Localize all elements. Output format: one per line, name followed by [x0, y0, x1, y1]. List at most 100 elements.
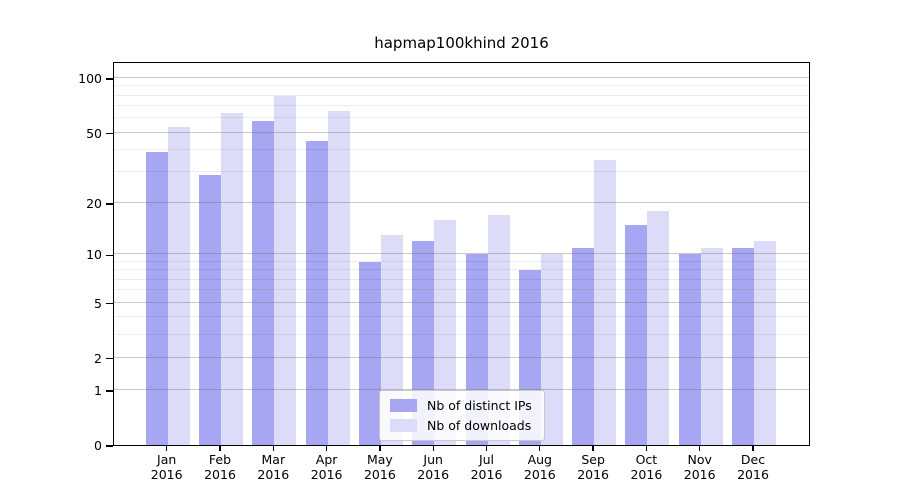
minor-gridline: [114, 269, 809, 271]
x-tick-label: Jun 2016: [403, 452, 463, 482]
y-tick-label: 2: [94, 350, 102, 366]
x-tick-label-year: 2016: [417, 467, 450, 482]
x-tick-label: Mar 2016: [243, 452, 303, 482]
x-tick-mark: [539, 446, 541, 451]
minor-gridline: [114, 94, 809, 96]
x-tick-mark: [166, 446, 168, 451]
bar-distinct-ips-may: [358, 262, 381, 445]
x-tick-label-year: 2016: [683, 467, 716, 482]
y-tick-label: 1: [94, 382, 102, 398]
x-tick-label: Jan 2016: [137, 452, 197, 482]
minor-gridline: [114, 105, 809, 107]
y-tick-label: 0: [94, 438, 102, 453]
bar-distinct-ips-oct: [625, 224, 648, 445]
legend-label: Nb of distinct IPs: [427, 398, 532, 413]
x-tick-label-year: 2016: [630, 467, 663, 482]
x-tick-label-year: 2016: [150, 467, 183, 482]
x-tick-label: Aug 2016: [510, 452, 570, 482]
major-gridline: [114, 202, 809, 203]
x-tick-label-month: Apr: [315, 452, 338, 467]
y-tick-mark: [106, 358, 113, 360]
x-tick-label-month: Jan: [157, 452, 177, 467]
x-tick-mark: [485, 446, 488, 451]
x-tick-label: Dec 2016: [723, 452, 783, 482]
y-tick-mark: [106, 78, 113, 80]
y-tick-mark: [106, 132, 113, 135]
bar-distinct-ips-feb: [199, 174, 221, 445]
y-tick-mark: [106, 302, 113, 305]
x-tick-label-year: 2016: [204, 467, 236, 482]
x-tick-label-month: May: [366, 452, 393, 467]
minor-gridline: [114, 171, 809, 172]
minor-gridline: [114, 261, 809, 262]
major-gridline: [114, 131, 809, 133]
bar-distinct-ips-dec: [732, 247, 754, 445]
x-tick-mark: [432, 446, 434, 451]
x-tick-label-year: 2016: [257, 467, 290, 482]
minor-gridline: [114, 117, 809, 119]
bar-distinct-ips-apr: [305, 140, 328, 445]
bar-downloads-apr: [327, 110, 350, 445]
y-tick-mark: [106, 390, 113, 392]
x-tick-label-year: 2016: [577, 467, 609, 482]
chart-title: hapmap100khind 2016: [374, 34, 549, 52]
x-tick-label: Sep 2016: [563, 452, 623, 482]
bar-distinct-ips-nov: [678, 254, 701, 445]
y-tick-label: 100: [78, 71, 102, 87]
plot-area: Nb of distinct IPs Nb of downloads: [113, 62, 810, 446]
bar-downloads-nov: [700, 247, 723, 445]
bar-downloads-jun: [434, 219, 457, 445]
minor-gridline: [114, 333, 809, 335]
bar-downloads-oct: [647, 210, 670, 445]
x-tick-label-year: 2016: [470, 467, 503, 482]
x-tick-label-month: Sep: [581, 452, 605, 467]
legend: Nb of distinct IPs Nb of downloads: [379, 390, 545, 441]
bar-distinct-ips-sep: [572, 247, 595, 445]
x-tick-mark: [752, 446, 754, 451]
y-tick-label: 20: [86, 196, 102, 211]
bar-downloads-feb: [221, 113, 243, 445]
x-tick-label-month: Nov: [687, 452, 712, 467]
bar-distinct-ips-mar: [252, 120, 275, 445]
minor-gridline: [114, 278, 809, 280]
minor-gridline: [114, 85, 809, 87]
legend-swatch-distinct-ips: [390, 399, 417, 412]
x-tick-label: Feb 2016: [190, 452, 250, 482]
x-tick-label-year: 2016: [523, 467, 556, 482]
major-gridline: [114, 388, 809, 390]
bar-downloads-sep: [594, 160, 617, 445]
x-tick-mark: [219, 446, 221, 451]
x-tick-label-year: 2016: [737, 467, 769, 482]
y-tick-mark: [106, 254, 113, 257]
bar-downloads-jan: [167, 126, 190, 445]
x-tick-label-month: Dec: [740, 452, 766, 467]
bar-downloads-aug: [540, 254, 563, 445]
y-tick-label: 5: [94, 295, 102, 311]
major-gridline: [114, 253, 809, 255]
bar-downloads-mar: [274, 95, 297, 445]
major-gridline: [114, 301, 809, 303]
x-tick-mark: [272, 446, 274, 451]
bar-distinct-ips-jan: [145, 151, 168, 445]
x-tick-label-month: Jun: [423, 452, 443, 467]
x-tick-label-year: 2016: [310, 467, 343, 482]
x-tick-label: Nov 2016: [670, 452, 730, 482]
x-tick-label: Oct 2016: [616, 452, 676, 482]
minor-gridline: [114, 316, 809, 318]
y-tick-label: 10: [86, 247, 102, 263]
y-tick-mark: [106, 203, 113, 205]
x-tick-mark: [699, 446, 701, 451]
x-tick-label: Jul 2016: [457, 452, 517, 482]
x-tick-label-month: Jul: [478, 452, 495, 467]
legend-entry: Nb of distinct IPs: [390, 398, 532, 413]
minor-gridline: [114, 289, 809, 291]
x-tick-mark: [379, 446, 381, 451]
x-tick-label-month: Aug: [527, 452, 552, 467]
legend-swatch-downloads: [390, 419, 417, 432]
x-tick-label: Apr 2016: [297, 452, 357, 482]
legend-label: Nb of downloads: [427, 418, 532, 433]
x-tick-label-month: Oct: [635, 452, 658, 467]
bar-downloads-jul: [487, 215, 510, 445]
bar-downloads-dec: [754, 241, 776, 445]
minor-gridline: [114, 148, 809, 150]
